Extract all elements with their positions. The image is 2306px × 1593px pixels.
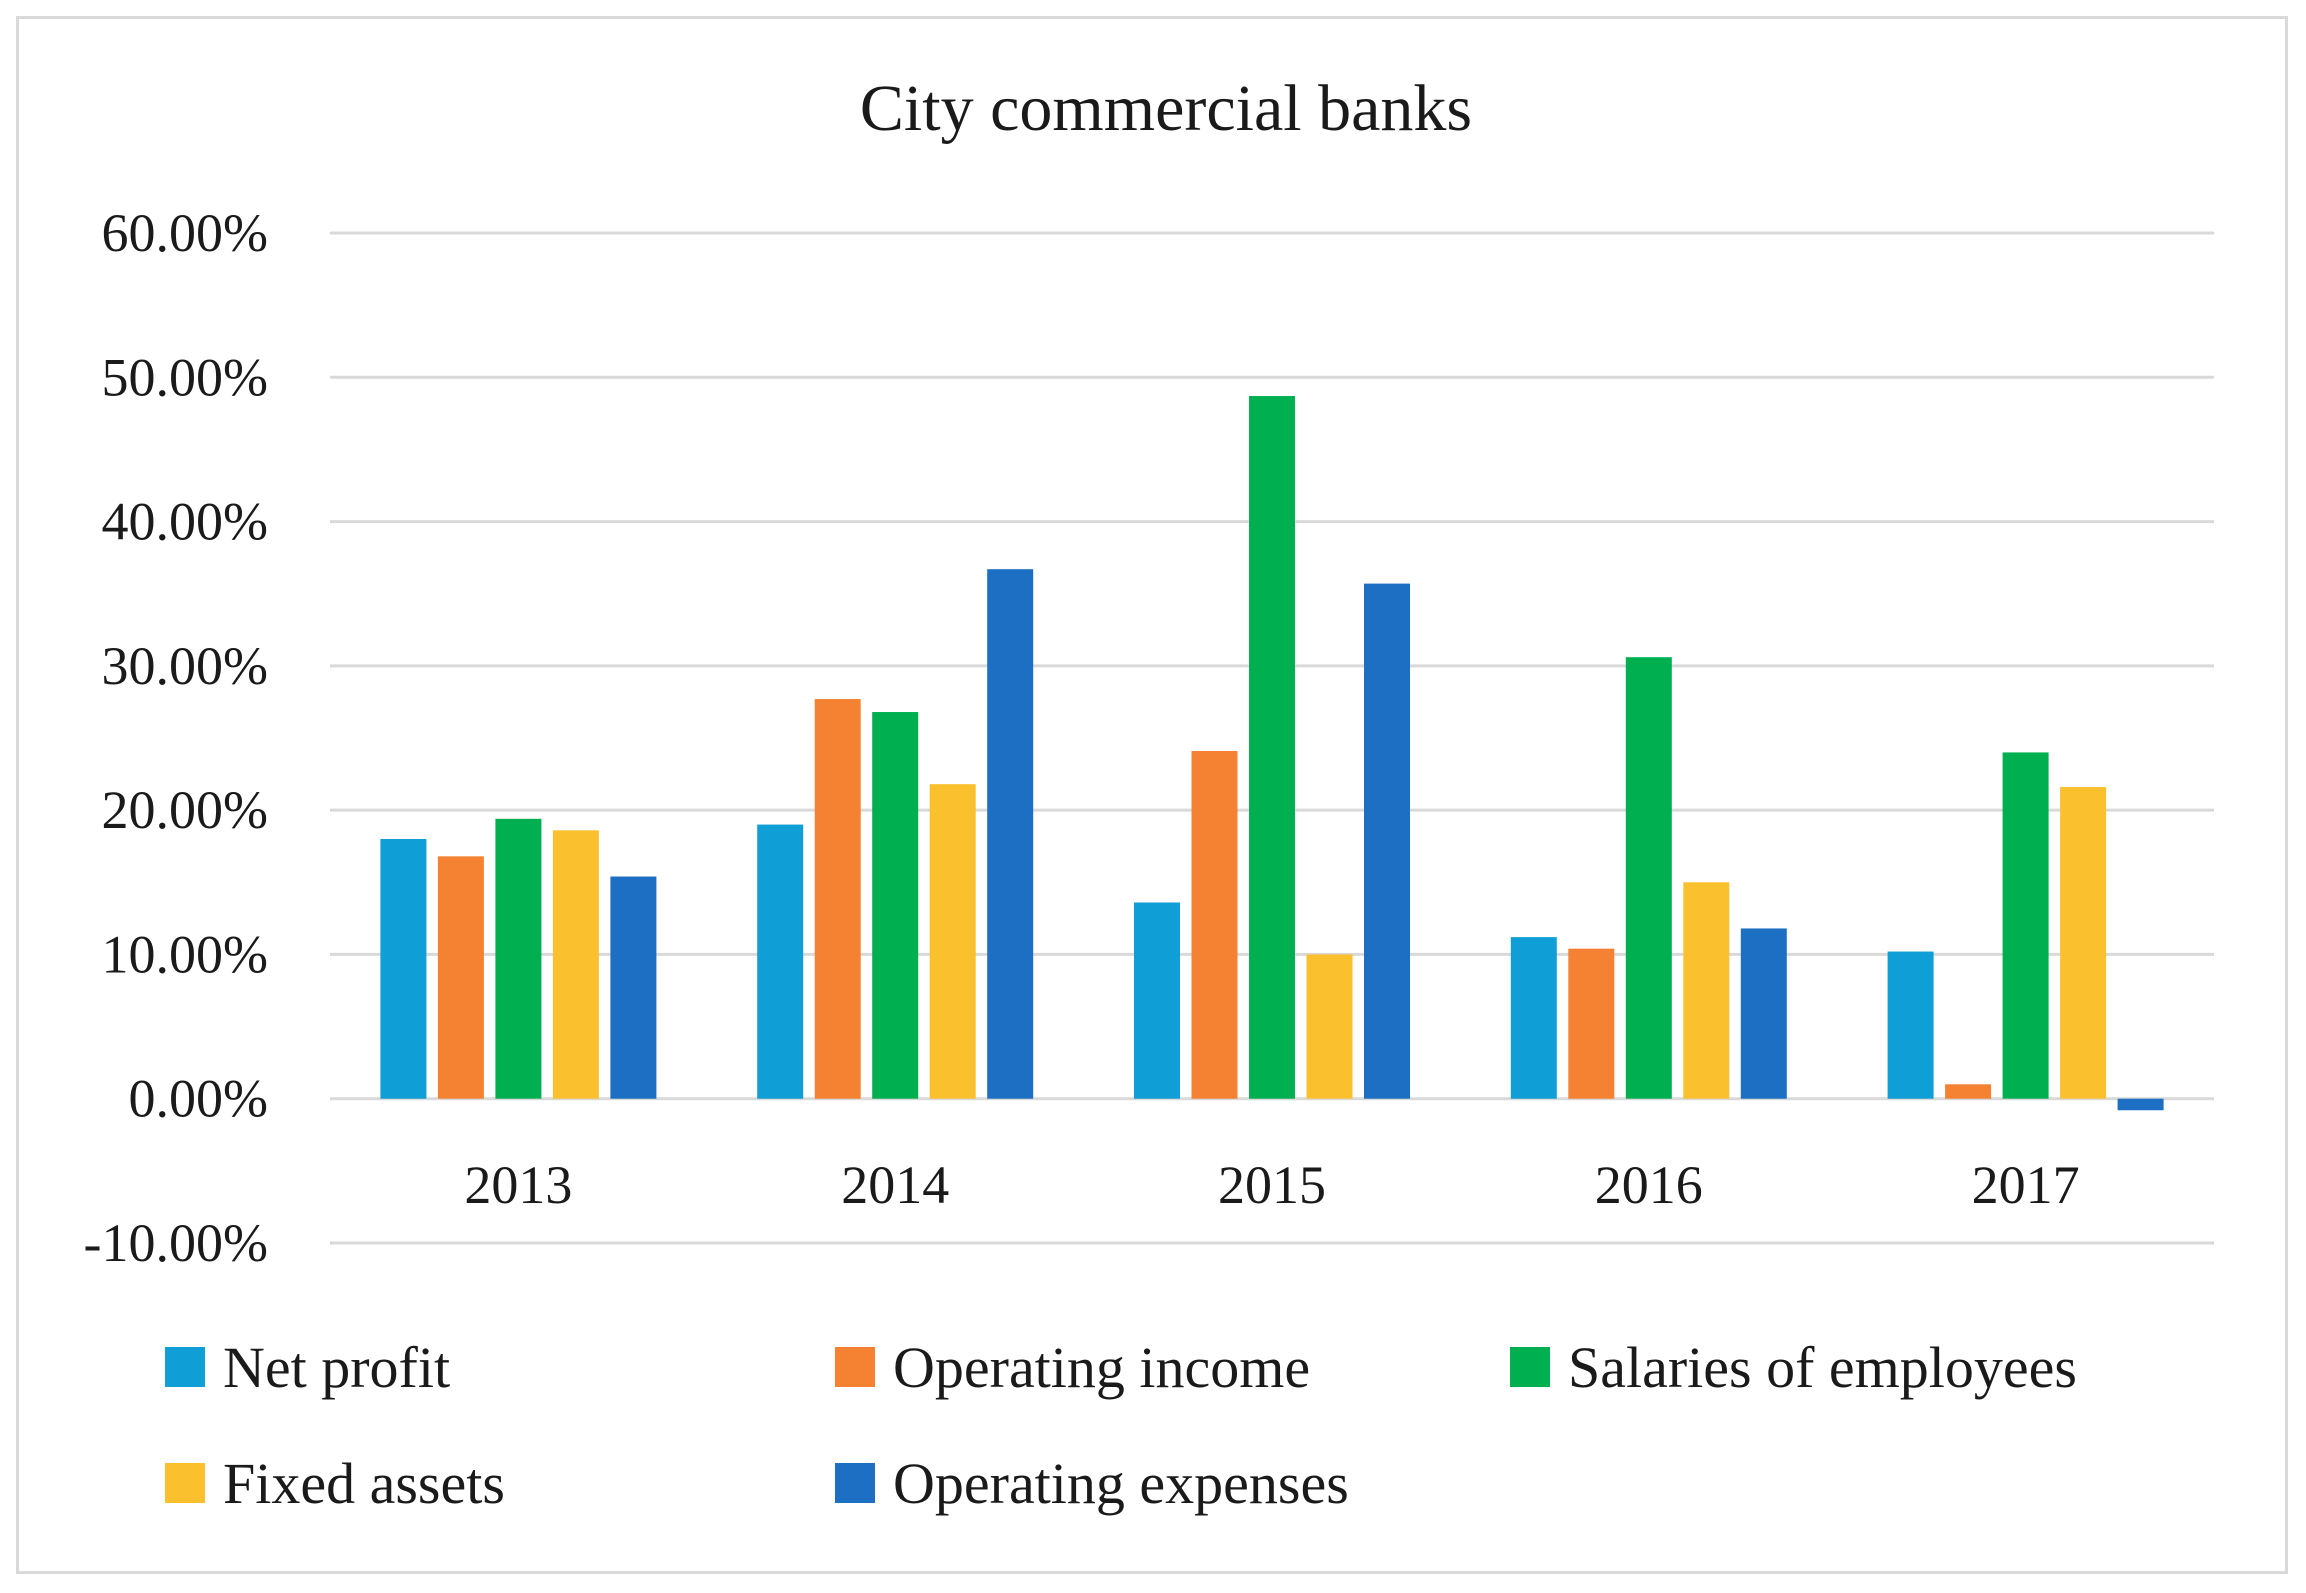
- x-tick-label: 2013: [464, 1155, 572, 1215]
- bar-salaries-of-employees-2014: [872, 712, 919, 1099]
- bar-fixed-assets-2015: [1306, 954, 1353, 1099]
- bar-salaries-of-employees-2013: [495, 818, 542, 1099]
- legend-label: Salaries of employees: [1568, 1335, 2077, 1400]
- bar-operating-income-2015: [1191, 750, 1238, 1099]
- bar-operating-expenses-2016: [1740, 928, 1787, 1099]
- legend: Net profit Operating income Salaries of em…: [165, 1335, 2077, 1516]
- x-tick-label: 2016: [1595, 1155, 1703, 1215]
- y-tick-label: 20.00%: [102, 780, 268, 840]
- bar-operating-income-2016: [1568, 948, 1615, 1099]
- y-tick-label: -10.00%: [84, 1213, 268, 1273]
- bars: [380, 396, 2164, 1111]
- bar-net-profit-2016: [1510, 937, 1557, 1099]
- legend-swatch: [165, 1347, 205, 1387]
- bar-operating-expenses-2013: [610, 876, 657, 1099]
- legend-label: Operating expenses: [893, 1451, 1349, 1516]
- bar-fixed-assets-2017: [2060, 787, 2107, 1099]
- y-tick-label: 30.00%: [102, 636, 268, 696]
- x-tick-label: 2017: [1972, 1155, 2080, 1215]
- legend-label: Fixed assets: [223, 1451, 505, 1516]
- legend-label: Net profit: [223, 1335, 450, 1400]
- y-tick-label: 40.00%: [102, 492, 268, 552]
- bar-operating-expenses-2017: [2117, 1098, 2164, 1111]
- legend-swatch: [835, 1347, 875, 1387]
- bar-salaries-of-employees-2017: [2002, 752, 2049, 1099]
- chart-title: City commercial banks: [860, 72, 1472, 145]
- bar-salaries-of-employees-2015: [1249, 396, 1295, 1099]
- bar-net-profit-2013: [380, 839, 427, 1099]
- bar-operating-expenses-2015: [1364, 583, 1410, 1099]
- y-axis-tick-labels: -10.00% 0.00% 10.00% 20.00% 30.00% 40.00% 50.0…: [84, 203, 268, 1273]
- bar-fixed-assets-2016: [1683, 882, 1730, 1099]
- bar-net-profit-2014: [757, 824, 804, 1099]
- legend-swatch: [1510, 1347, 1550, 1387]
- x-tick-label: 2014: [841, 1155, 949, 1215]
- bar-operating-income-2013: [437, 856, 484, 1099]
- bar-net-profit-2015: [1134, 902, 1180, 1099]
- x-tick-label: 2015: [1218, 1155, 1326, 1215]
- bar-fixed-assets-2014: [929, 784, 976, 1099]
- bar-operating-income-2014: [814, 699, 861, 1099]
- bar-net-profit-2017: [1887, 951, 1934, 1099]
- legend-label: Operating income: [893, 1335, 1310, 1400]
- y-tick-label: 60.00%: [102, 203, 268, 263]
- bar-operating-income-2017: [1945, 1084, 1992, 1099]
- legend-swatch: [835, 1463, 875, 1503]
- y-tick-label: 50.00%: [102, 347, 268, 407]
- bar-operating-expenses-2014: [987, 569, 1034, 1099]
- y-tick-label: 10.00%: [102, 924, 268, 984]
- x-axis-tick-labels: 2013 2014 2015 2016 2017: [464, 1155, 2079, 1215]
- chart-frame: [16, 16, 2288, 1574]
- legend-swatch: [165, 1463, 205, 1503]
- bar-salaries-of-employees-2016: [1625, 657, 1672, 1099]
- y-tick-label: 0.00%: [129, 1069, 268, 1129]
- bar-fixed-assets-2013: [552, 830, 599, 1099]
